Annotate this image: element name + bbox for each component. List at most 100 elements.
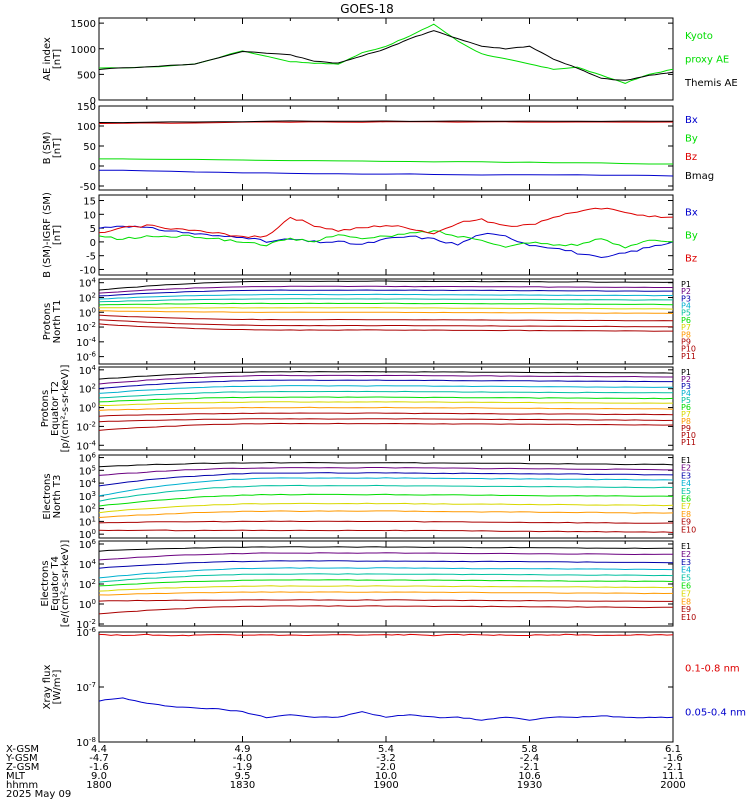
legend-pnorth-p8: P8 [681,330,691,339]
footer-label-x-gsm: X-GSM [6,744,39,755]
panel-peq [98,366,674,451]
ylabel-eeq: Electrons [40,560,51,606]
panel-pnorth [98,278,674,365]
flux-line-eeq-1 [98,546,673,552]
flux-line-enorth-9 [98,520,674,524]
ytick-label-enorth: 100 [79,528,96,541]
flux-line-eeq-9 [98,599,673,602]
legend-peq-p3: P3 [681,382,691,391]
flux-line-peq-10 [98,418,674,423]
legend-enorth-e6: E6 [681,495,691,504]
legend-enorth-e1: E1 [681,456,691,465]
legend-eeq-e5: E5 [681,574,691,583]
flux-line-enorth-5 [98,484,674,502]
legend-eeq-e6: E6 [681,582,691,591]
ylabel-bigrf: [nT] [52,225,63,245]
flux-line-peq-1 [98,370,674,380]
legend-peq-p1: P1 [681,368,691,377]
footer-value-mlt: 9.0 [91,771,107,782]
legend-peq-p6: P6 [681,403,691,412]
flux-line-pnorth-11 [98,323,673,332]
flux-line-enorth-1 [98,461,674,468]
ylabel-xray: Xray flux [42,665,53,710]
footer-label-y-gsm: Y-GSM [5,753,38,764]
footer-value-x-gsm: 4.4 [91,744,107,755]
ylabel-ae: [nT] [52,49,63,69]
footer-value-y-gsm: -1.6 [663,753,683,764]
legend-pnorth-p7: P7 [681,323,691,332]
footer-value-hhmm: 2000 [660,780,685,791]
flux-line-pnorth-1 [98,280,674,291]
ytick-label-peq: 100 [79,402,96,415]
legend-pnorth-p1: P1 [681,280,691,289]
legend-enorth-e2: E2 [681,464,691,473]
footer-value-mlt: 9.5 [235,771,251,782]
legend-enorth-e5: E5 [681,487,691,496]
footer-value-x-gsm: 6.1 [665,744,681,755]
footer-value-y-gsm: -4.7 [89,753,109,764]
series-bigrf-bz [98,207,674,239]
ylabel-enorth: North T3 [52,475,63,519]
ytick-label-enorth: 106 [79,452,97,465]
ylabel-xray: [W/m²] [52,669,63,704]
legend-ae: proxy AE [685,55,729,66]
ytick-label-enorth: 104 [79,477,97,490]
ytick-label-enorth: 102 [79,503,96,516]
legend-enorth-e8: E8 [681,510,691,519]
series-bsm-bmag [98,120,673,124]
legend-enorth-e10: E10 [681,525,696,534]
flux-line-peq-5 [98,390,674,399]
ytick-label-eeq: 10-2 [76,618,96,631]
flux-line-pnorth-2 [98,285,673,294]
flux-line-pnorth-6 [98,302,674,306]
legend-peq-p9: P9 [681,424,691,433]
ytick-label-bigrf: 10 [83,210,96,221]
footer-value-x-gsm: 4.9 [235,744,251,755]
flux-line-enorth-6 [98,493,674,507]
flux-line-enorth-8 [98,510,674,518]
ytick-label-bigrf: 15 [83,197,96,208]
ytick-label-ae: 1000 [71,45,96,56]
flux-line-enorth-10 [98,529,674,533]
ytick-label-pnorth: 100 [79,306,96,319]
footer-value-y-gsm: -3.2 [376,753,396,764]
legend-peq-p10: P10 [681,431,696,440]
ylabel-peq: [p/(cm²-s-sr-keV)] [60,365,71,453]
footer-value-z-gsm: -2.1 [663,762,683,773]
ytick-label-bsm: 150 [77,102,96,113]
ytick-label-pnorth: 102 [79,291,96,304]
ytick-label-eeq: 106 [79,538,97,551]
legend-enorth-e9: E9 [681,518,691,527]
legend-bsm: Bz [685,152,697,163]
panel-bsm [98,105,674,191]
flux-line-eeq-7 [98,585,674,592]
flux-line-pnorth-3 [98,289,673,297]
legend-eeq-e10: E10 [681,613,696,622]
ytick-label-eeq: 102 [79,578,96,591]
legend-peq-p11: P11 [681,438,696,447]
footer-label-mlt: MLT [6,771,26,782]
ylabel-enorth: Electrons [42,473,53,519]
legend-bigrf: Bx [685,208,698,219]
ylabel-bigrf: B (SM)-IGRF (SM) [42,192,53,278]
footer-value-z-gsm: -2.0 [376,762,396,773]
ylabel-peq: Protons [40,390,51,427]
flux-line-eeq-5 [98,573,674,583]
panel-frame-bsm [98,105,674,191]
flux-line-peq-2 [98,374,673,385]
legend-pnorth-p11: P11 [681,352,696,361]
footer-label-hhmm: hhmm [6,780,38,791]
ytick-label-enorth: 103 [79,490,96,503]
flux-line-peq-9 [98,412,674,417]
ytick-label-ae: 1500 [71,19,96,30]
footer-value-hhmm: 1830 [230,780,255,791]
footer-value-z-gsm: -1.9 [233,762,253,773]
legend-bsm: Bmag [685,171,714,182]
flux-line-eeq-8 [98,591,674,596]
series-bsm-bz [98,121,674,124]
legend-pnorth-p9: P9 [681,337,691,346]
legend-pnorth-p6: P6 [681,316,691,325]
footer-value-mlt: 10.0 [375,771,397,782]
footer-date: 2025 May 09 [6,789,71,800]
ytick-label-bsm: 100 [77,122,96,133]
